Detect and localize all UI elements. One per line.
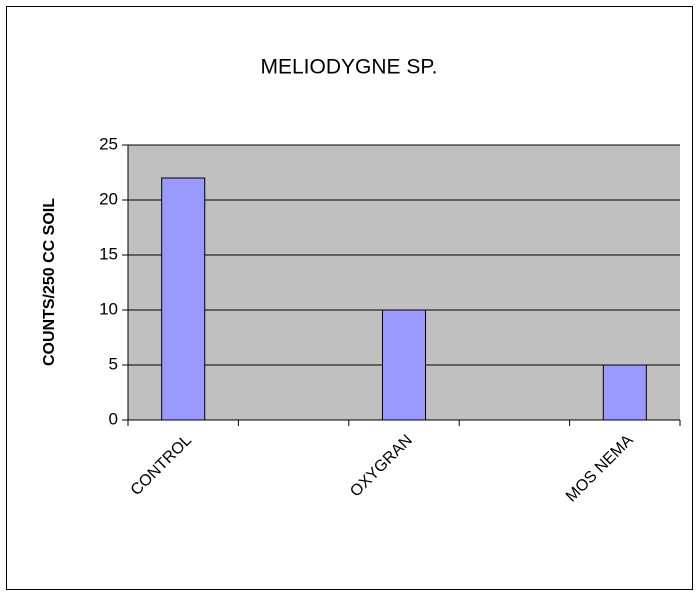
chart-title: MELIODYGNE SP. [260, 56, 437, 79]
y-tick-label: 15 [99, 244, 118, 263]
y-axis-label: COUNTS/250 CC SOIL [41, 198, 58, 366]
bar [161, 177, 206, 421]
bar [381, 309, 427, 421]
y-tick-label: 10 [99, 299, 118, 318]
y-tick-label: 0 [109, 409, 118, 428]
y-tick-label: 25 [99, 134, 118, 153]
bar [602, 364, 647, 421]
y-tick-label: 20 [99, 189, 118, 208]
y-tick-label: 5 [109, 354, 118, 373]
